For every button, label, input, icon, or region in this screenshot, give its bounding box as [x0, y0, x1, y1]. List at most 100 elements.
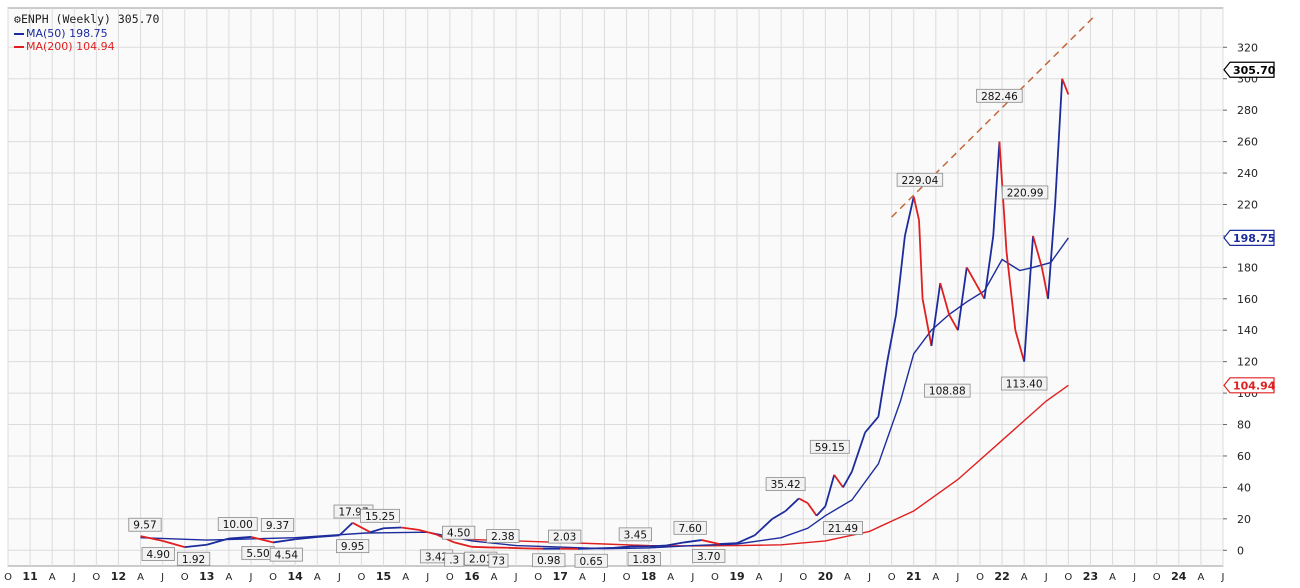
y-tick-label: 60	[1237, 450, 1251, 463]
y-tick-label: 320	[1237, 41, 1258, 54]
x-tick-label: 16	[464, 570, 480, 583]
x-tick-label: O	[1153, 572, 1161, 583]
y-tick-label: 180	[1237, 261, 1258, 274]
x-tick-label: J	[955, 572, 959, 583]
x-tick-label: J	[514, 572, 518, 583]
x-tick-label: 14	[288, 570, 304, 583]
x-tick-label: A	[756, 572, 763, 583]
x-tick-label: A	[1197, 572, 1204, 583]
x-tick-label: O	[799, 572, 807, 583]
price-label: 229.04	[902, 175, 939, 187]
x-tick-label: J	[690, 572, 694, 583]
x-tick-label: A	[225, 572, 232, 583]
price-label: 113.40	[1006, 379, 1043, 391]
x-tick-label: O	[1064, 572, 1072, 583]
price-label: 220.99	[1007, 187, 1044, 199]
price-segment	[384, 527, 402, 528]
price-segment	[472, 547, 490, 548]
price-label: 3.70	[697, 551, 720, 563]
price-label: .3	[449, 555, 459, 567]
x-tick-label: O	[711, 572, 719, 583]
x-tick-label: A	[579, 572, 586, 583]
axis-tag-label: 104.94	[1233, 379, 1276, 392]
price-label: 21.49	[828, 523, 858, 535]
x-tick-label: O	[446, 572, 454, 583]
legend-swatch-ma50	[14, 33, 24, 35]
y-tick-label: 240	[1237, 167, 1258, 180]
legend-ma50: MA(50) 198.75	[14, 28, 108, 40]
x-tick-label: A	[491, 572, 498, 583]
x-tick-label: 13	[199, 570, 214, 583]
x-tick-label: J	[337, 572, 341, 583]
price-label: 2.03	[553, 532, 576, 544]
x-tick-label: 24	[1171, 570, 1187, 583]
price-label: 7.60	[678, 523, 701, 535]
x-tick-label: 18	[641, 570, 656, 583]
x-tick-label: J	[602, 572, 606, 583]
price-label: 4.90	[147, 549, 170, 561]
price-segment	[649, 546, 667, 547]
x-tick-label: 20	[818, 570, 834, 583]
price-label: 4.54	[275, 550, 299, 562]
chart-title: ⚙ENPH (Weekly) 305.70	[14, 13, 159, 25]
price-label: 108.88	[929, 386, 966, 398]
x-tick-label: J	[1132, 572, 1136, 583]
x-tick-label: O	[534, 572, 542, 583]
x-tick-label: O	[4, 572, 12, 583]
x-tick-label: O	[976, 572, 984, 583]
price-label: 73	[492, 556, 505, 568]
plot-area	[8, 8, 1223, 566]
axis-tag-label: 305.70	[1233, 64, 1276, 77]
x-tick-label: O	[888, 572, 896, 583]
x-tick-label: J	[425, 572, 429, 583]
price-label: 2.38	[491, 531, 514, 543]
x-tick-label: 23	[1083, 570, 1098, 583]
x-tick-label: A	[932, 572, 939, 583]
logo-icon: ⚙	[14, 12, 21, 26]
x-tick-label: 22	[994, 570, 1009, 583]
y-tick-label: 280	[1237, 104, 1258, 117]
x-tick-label: O	[92, 572, 100, 583]
x-tick-label: J	[249, 572, 253, 583]
price-label: 282.46	[981, 91, 1018, 103]
x-tick-label: O	[358, 572, 366, 583]
x-tick-label: A	[1021, 572, 1028, 583]
x-tick-label: A	[49, 572, 56, 583]
x-tick-label: A	[667, 572, 674, 583]
price-label: 9.37	[266, 520, 289, 532]
x-tick-label: A	[844, 572, 851, 583]
price-label: 59.15	[815, 442, 845, 454]
price-label: 0.65	[580, 556, 603, 568]
x-tick-label: J	[779, 572, 783, 583]
x-tick-label: J	[1221, 572, 1225, 583]
price-label: 4.50	[447, 528, 470, 540]
x-tick-label: A	[137, 572, 144, 583]
x-tick-label: J	[160, 572, 164, 583]
price-segment	[719, 543, 737, 544]
axis-tag-label: 198.75	[1233, 232, 1275, 245]
x-tick-label: 21	[906, 570, 921, 583]
x-tick-label: 15	[376, 570, 391, 583]
y-axis: 0204060801001201401601802002202402602803…	[1223, 41, 1258, 557]
y-tick-label: 40	[1237, 481, 1251, 494]
price-label: 10.00	[223, 519, 253, 531]
price-label: 9.57	[133, 520, 156, 532]
x-tick-label: J	[1044, 572, 1048, 583]
x-tick-label: O	[269, 572, 277, 583]
y-tick-label: 120	[1237, 356, 1258, 369]
y-tick-label: 140	[1237, 324, 1258, 337]
price-label: 35.42	[771, 479, 801, 491]
legend-ma200: MA(200) 104.94	[14, 41, 115, 53]
y-tick-label: 160	[1237, 293, 1258, 306]
price-label: 5.50	[246, 548, 269, 560]
y-tick-label: 260	[1237, 136, 1258, 149]
price-segment	[507, 548, 525, 549]
x-tick-label: A	[1109, 572, 1116, 583]
x-tick-label: J	[72, 572, 76, 583]
x-tick-label: 19	[729, 570, 744, 583]
legend-swatch-ma200	[14, 46, 24, 48]
price-label: 0.98	[537, 555, 560, 567]
y-tick-label: 0	[1237, 544, 1244, 557]
